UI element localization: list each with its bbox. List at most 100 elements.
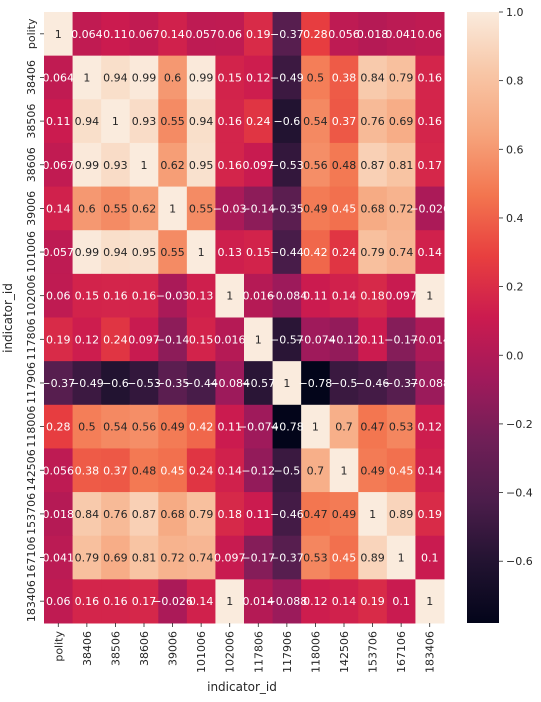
cell-value-label: 0.16 xyxy=(75,595,100,608)
cell-value-label: 0.12 xyxy=(303,595,328,608)
cell-value-label: 0.56 xyxy=(132,421,157,434)
y-tick-label: 38406 xyxy=(25,60,38,95)
cell-value-label: 0.94 xyxy=(103,71,128,84)
cell-value-label: 0.87 xyxy=(132,508,157,521)
cell-value-label: 0.38 xyxy=(332,71,357,84)
cell-value-label: −0.49 xyxy=(270,71,304,84)
y-tick-label: 183406 xyxy=(25,580,38,622)
cell-value-label: 0.37 xyxy=(332,115,357,128)
cell-value-label: 1 xyxy=(83,71,90,84)
cell-value-label: 0.7 xyxy=(335,421,353,434)
colorbar-tick-label: 0.4 xyxy=(506,212,524,225)
cell-value-label: −0.6 xyxy=(273,115,300,128)
cell-value-label: 0.94 xyxy=(189,115,214,128)
x-tick-label: 38506 xyxy=(109,631,122,666)
cell-value-label: 0.14 xyxy=(417,464,442,477)
cell-value-label: 0.55 xyxy=(103,202,128,215)
cell-value-label: −0.37 xyxy=(270,552,304,565)
cell-value-label: 0.48 xyxy=(132,464,157,477)
cell-value-label: 1 xyxy=(255,333,262,346)
cell-value-label: 0.06 xyxy=(46,290,71,303)
cell-value-label: 0.067 xyxy=(43,159,75,172)
cell-value-label: 0.89 xyxy=(360,552,385,565)
x-tick-label: 167106 xyxy=(395,631,408,673)
x-tick-label: 183406 xyxy=(424,631,437,673)
cell-value-label: −0.6 xyxy=(102,377,129,390)
cell-value-label: 0.28 xyxy=(303,28,328,41)
cell-value-label: 0.17 xyxy=(417,159,442,172)
cell-value-label: 0.55 xyxy=(160,246,185,259)
y-tick-label: 102006 xyxy=(25,275,38,317)
y-tick-label: 39006 xyxy=(25,191,38,226)
cell-value-label: 0.19 xyxy=(46,333,71,346)
cell-value-label: 0.53 xyxy=(303,552,328,565)
x-axis-ticks: polity 38406 38506 38606 39006 101006 102006 11… xyxy=(52,623,436,673)
cell-value-label: 0.7 xyxy=(307,464,325,477)
cell-value-label: 0.37 xyxy=(103,464,128,477)
cell-value-label: 0.49 xyxy=(160,421,185,434)
cell-value-label: 0.54 xyxy=(303,115,328,128)
x-tick-label: 153706 xyxy=(367,631,380,673)
cell-value-label: 0.5 xyxy=(78,421,96,434)
cell-value-label: 0.14 xyxy=(332,290,357,303)
cell-value-label: 0.057 xyxy=(185,28,217,41)
colorbar-tick-label: 0.0 xyxy=(506,349,524,362)
cell-value-label: 0.15 xyxy=(217,71,242,84)
cell-value-label: 0.93 xyxy=(132,115,157,128)
cell-value-label: 0.45 xyxy=(389,464,414,477)
cell-value-label: 0.11 xyxy=(103,28,128,41)
colorbar-tick-label: 0.2 xyxy=(506,281,524,294)
cell-value-label: 0.06 xyxy=(217,28,242,41)
x-axis-label: indicator_id xyxy=(207,680,277,694)
cell-value-label: 0.6 xyxy=(164,71,182,84)
colorbar-tick-label: −0.4 xyxy=(506,487,533,500)
cell-value-label: 0.94 xyxy=(103,246,128,259)
cell-value-label: 1 xyxy=(426,290,433,303)
x-tick-label: 39006 xyxy=(167,631,180,666)
cell-value-label: 0.87 xyxy=(360,159,385,172)
cell-value-label: 0.99 xyxy=(75,246,100,259)
y-tick-label: polity xyxy=(25,18,38,49)
x-tick-label: 118006 xyxy=(309,631,322,673)
cell-value-label: 0.79 xyxy=(360,246,385,259)
y-tick-label: 153706 xyxy=(25,493,38,535)
y-tick-label: 101006 xyxy=(25,231,38,273)
cell-value-label: 0.55 xyxy=(160,115,185,128)
heatmap-cells xyxy=(44,12,445,624)
cell-value-label: 0.6 xyxy=(78,202,96,215)
cell-value-label: 0.056 xyxy=(328,28,360,41)
cell-value-label: −0.12 xyxy=(327,333,361,346)
cell-value-label: 0.13 xyxy=(189,290,214,303)
cell-value-label: 0.16 xyxy=(417,71,442,84)
cell-value-label: 0.5 xyxy=(307,71,325,84)
cell-value-label: 0.064 xyxy=(43,71,75,84)
cell-value-label: 0.016 xyxy=(214,333,246,346)
x-tick-label: 117906 xyxy=(281,631,294,673)
cell-value-label: 1 xyxy=(226,595,233,608)
cell-value-label: 0.45 xyxy=(160,464,185,477)
cell-value-label: 0.11 xyxy=(246,508,271,521)
cell-value-label: 0.19 xyxy=(417,508,442,521)
cell-value-label: 0.99 xyxy=(132,71,157,84)
cell-value-label: 0.55 xyxy=(189,202,214,215)
cell-value-label: 0.19 xyxy=(246,28,271,41)
x-tick-label: 38606 xyxy=(138,631,151,666)
cell-value-label: 0.14 xyxy=(417,246,442,259)
cell-value-label: −0.14 xyxy=(156,333,190,346)
cell-value-label: −0.37 xyxy=(270,28,304,41)
cell-value-label: 0.12 xyxy=(75,333,100,346)
cell-value-label: 1 xyxy=(341,464,348,477)
cell-value-label: 0.79 xyxy=(389,71,414,84)
cell-value-label: 0.15 xyxy=(246,246,271,259)
cell-value-label: 0.24 xyxy=(332,246,357,259)
cell-value-label: 0.74 xyxy=(189,552,214,565)
cell-value-label: 0.48 xyxy=(332,159,357,172)
cell-value-label: 0.18 xyxy=(360,290,385,303)
cell-value-label: 0.15 xyxy=(189,333,214,346)
cell-value-label: 0.12 xyxy=(246,71,271,84)
cell-value-label: 0.47 xyxy=(360,421,385,434)
cell-value-label: −0.5 xyxy=(273,464,300,477)
colorbar-ticks: 1.00.80.60.40.20.0−0.2−0.4−0.6 xyxy=(499,6,533,568)
cell-value-label: −0.084 xyxy=(266,290,307,303)
cell-value-label: 0.45 xyxy=(332,552,357,565)
